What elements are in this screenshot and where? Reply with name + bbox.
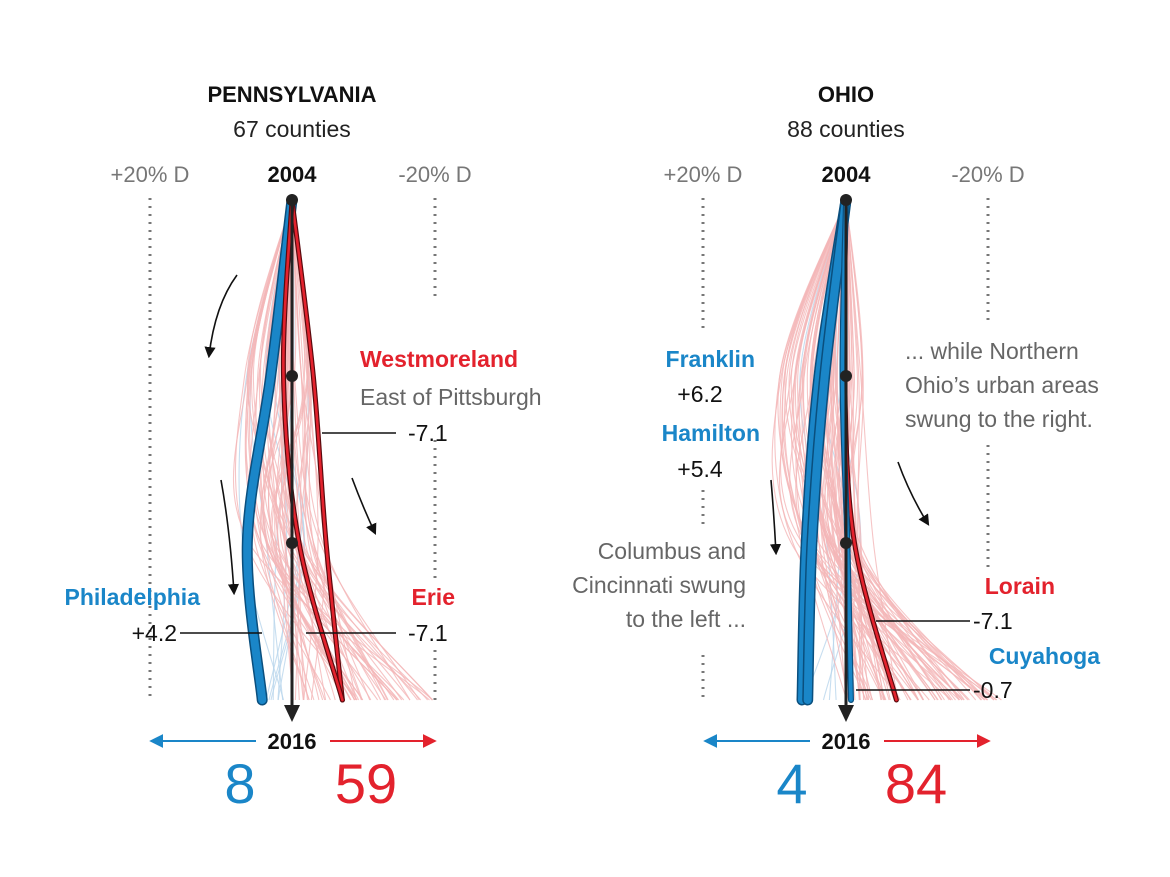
- background-county-line: [777, 199, 848, 701]
- oh-note-left-line2: Cincinnati swung: [572, 572, 746, 598]
- oh-note-left-line1: Columbus and: [598, 538, 746, 564]
- pa-2012-marker: [286, 537, 298, 549]
- ohio-panel: OHIO 88 counties +20% D 2004 -20% D Fran…: [572, 82, 1100, 815]
- background-county-line: [793, 199, 874, 701]
- oh-franklin-label: Franklin: [666, 346, 755, 372]
- pa-title: PENNSYLVANIA: [207, 82, 376, 107]
- pa-philadelphia-label: Philadelphia: [65, 584, 201, 610]
- pa-left-axis-label: +20% D: [111, 162, 190, 187]
- oh-hamilton-label: Hamilton: [662, 420, 760, 446]
- background-county-line: [778, 199, 998, 701]
- pa-time-axis-arrowhead: [284, 705, 300, 722]
- pa-erie-value: -7.1: [408, 620, 448, 646]
- pa-erie-line: [282, 198, 344, 702]
- pa-westmoreland-label: Westmoreland: [360, 346, 518, 372]
- oh-hamilton-line: [803, 196, 850, 704]
- background-county-line: [258, 199, 294, 701]
- oh-2004-marker: [840, 194, 852, 206]
- background-county-line: [790, 199, 909, 701]
- background-county-line: [291, 199, 386, 701]
- oh-rep-count: 84: [885, 752, 947, 815]
- background-county-line: [844, 199, 868, 701]
- oh-subtitle: 88 counties: [787, 116, 905, 142]
- oh-note-right-line3: swung to the right.: [905, 406, 1093, 432]
- oh-hamilton-value: +5.4: [677, 456, 723, 482]
- background-county-line: [291, 199, 389, 701]
- pa-rep-count: 59: [335, 752, 397, 815]
- oh-cuyahoga-value: -0.7: [973, 677, 1013, 703]
- pennsylvania-panel: PENNSYLVANIA 67 counties +20% D 2004 -20…: [65, 82, 542, 815]
- pa-2008-marker: [286, 370, 298, 382]
- background-county-line: [265, 199, 434, 701]
- oh-end-year: 2016: [822, 729, 871, 754]
- background-county-line: [845, 199, 870, 701]
- pa-subtitle: 67 counties: [233, 116, 351, 142]
- oh-right-axis-label: -20% D: [951, 162, 1024, 187]
- background-county-line: [234, 199, 358, 701]
- oh-note-right-line1: ... while Northern: [905, 338, 1079, 364]
- oh-note-left-line3: to the left ...: [626, 606, 746, 632]
- oh-cuyahoga-line: [840, 198, 853, 702]
- background-county-line: [780, 199, 1002, 701]
- pa-swing-arrow-right: [351, 477, 377, 536]
- oh-cuyahoga-label: Cuyahoga: [989, 643, 1100, 669]
- pa-erie-label: Erie: [412, 584, 455, 610]
- pa-2004-marker: [286, 194, 298, 206]
- oh-dem-count: 4: [776, 752, 807, 815]
- pa-end-year: 2016: [268, 729, 317, 754]
- oh-2008-marker: [840, 370, 852, 382]
- pa-philadelphia-value: +4.2: [132, 620, 177, 646]
- oh-note-right-line2: Ohio’s urban areas: [905, 372, 1099, 398]
- background-county-line: [789, 199, 988, 701]
- pa-philadelphia-line: [243, 196, 296, 704]
- pa-westmoreland-value: -7.1: [408, 420, 448, 446]
- pa-westmoreland-note: East of Pittsburgh: [360, 384, 542, 410]
- oh-lorain-label: Lorain: [985, 573, 1055, 599]
- oh-2012-marker: [840, 537, 852, 549]
- oh-franklin-value: +6.2: [677, 381, 722, 407]
- oh-swing-arrow-left: [769, 479, 782, 556]
- background-county-line: [245, 199, 356, 701]
- oh-lorain-value: -7.1: [973, 608, 1013, 634]
- oh-start-year: 2004: [822, 162, 872, 187]
- pa-westmoreland-line: [290, 198, 344, 702]
- oh-title: OHIO: [818, 82, 874, 107]
- oh-left-axis-label: +20% D: [664, 162, 743, 187]
- pa-start-year: 2004: [268, 162, 318, 187]
- oh-swing-arrow-right: [897, 461, 930, 526]
- pa-right-axis-label: -20% D: [398, 162, 471, 187]
- background-county-line: [845, 199, 885, 701]
- pa-dem-count: 8: [224, 752, 255, 815]
- pa-swing-arrow-top: [204, 274, 238, 359]
- pa-swing-arrow-left: [220, 479, 240, 596]
- oh-time-axis-arrowhead: [838, 705, 854, 722]
